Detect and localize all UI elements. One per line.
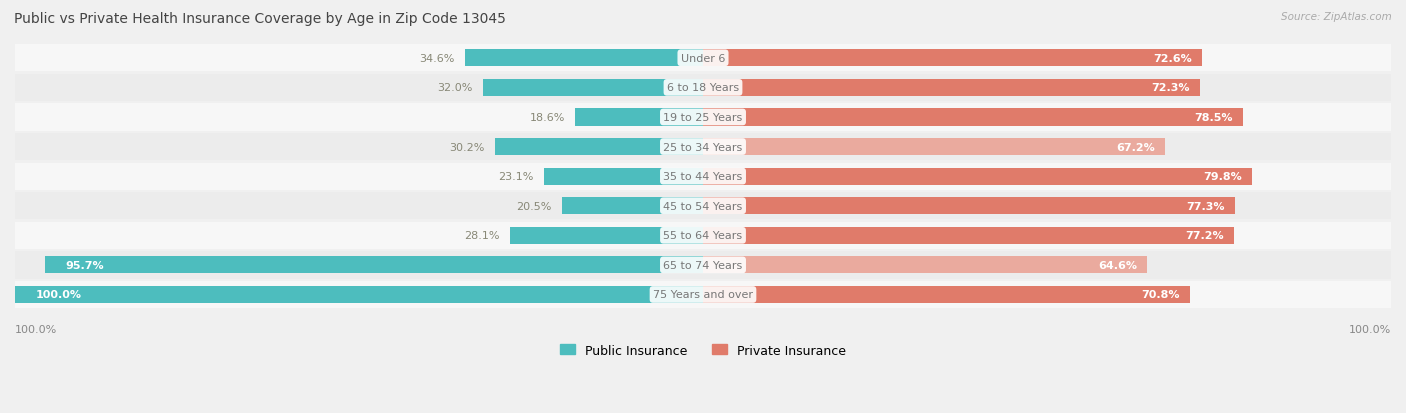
- Bar: [45, 257, 703, 274]
- Text: 70.8%: 70.8%: [1142, 290, 1180, 300]
- Text: Under 6: Under 6: [681, 54, 725, 64]
- Text: 100.0%: 100.0%: [15, 324, 58, 334]
- Bar: [703, 50, 1202, 67]
- Text: 72.3%: 72.3%: [1152, 83, 1189, 93]
- Bar: [703, 168, 1251, 185]
- Text: 35 to 44 Years: 35 to 44 Years: [664, 172, 742, 182]
- Bar: [703, 139, 1166, 156]
- Text: 78.5%: 78.5%: [1194, 113, 1233, 123]
- Bar: [703, 227, 1234, 244]
- Bar: [15, 222, 1391, 249]
- Bar: [15, 134, 1391, 161]
- Text: 19 to 25 Years: 19 to 25 Years: [664, 113, 742, 123]
- Text: 18.6%: 18.6%: [529, 113, 565, 123]
- Text: 65 to 74 Years: 65 to 74 Years: [664, 260, 742, 270]
- Bar: [15, 75, 1391, 102]
- Text: 45 to 54 Years: 45 to 54 Years: [664, 201, 742, 211]
- Bar: [544, 168, 703, 185]
- Text: 72.6%: 72.6%: [1153, 54, 1192, 64]
- Text: 95.7%: 95.7%: [65, 260, 104, 270]
- Bar: [509, 227, 703, 244]
- Text: 77.2%: 77.2%: [1185, 231, 1223, 241]
- Text: 32.0%: 32.0%: [437, 83, 472, 93]
- Text: 20.5%: 20.5%: [516, 201, 551, 211]
- Bar: [15, 45, 1391, 72]
- Bar: [703, 80, 1201, 97]
- Bar: [495, 139, 703, 156]
- Text: 34.6%: 34.6%: [419, 54, 454, 64]
- Legend: Public Insurance, Private Insurance: Public Insurance, Private Insurance: [555, 339, 851, 362]
- Bar: [703, 109, 1243, 126]
- Text: Source: ZipAtlas.com: Source: ZipAtlas.com: [1281, 12, 1392, 22]
- Text: 28.1%: 28.1%: [464, 231, 499, 241]
- Text: 75 Years and over: 75 Years and over: [652, 290, 754, 300]
- Bar: [703, 286, 1189, 303]
- Bar: [562, 198, 703, 215]
- Bar: [575, 109, 703, 126]
- Bar: [703, 198, 1234, 215]
- Text: 6 to 18 Years: 6 to 18 Years: [666, 83, 740, 93]
- Bar: [465, 50, 703, 67]
- Text: 30.2%: 30.2%: [450, 142, 485, 152]
- Bar: [15, 104, 1391, 131]
- Text: 67.2%: 67.2%: [1116, 142, 1154, 152]
- Bar: [15, 286, 703, 303]
- Text: 100.0%: 100.0%: [35, 290, 82, 300]
- Text: 25 to 34 Years: 25 to 34 Years: [664, 142, 742, 152]
- Text: 79.8%: 79.8%: [1204, 172, 1241, 182]
- Bar: [15, 252, 1391, 279]
- Text: 55 to 64 Years: 55 to 64 Years: [664, 231, 742, 241]
- Bar: [15, 192, 1391, 220]
- Text: 23.1%: 23.1%: [498, 172, 534, 182]
- Bar: [482, 80, 703, 97]
- Text: 100.0%: 100.0%: [1348, 324, 1391, 334]
- Bar: [15, 163, 1391, 190]
- Bar: [703, 257, 1147, 274]
- Text: 64.6%: 64.6%: [1098, 260, 1137, 270]
- Bar: [15, 281, 1391, 309]
- Text: 77.3%: 77.3%: [1187, 201, 1225, 211]
- Text: Public vs Private Health Insurance Coverage by Age in Zip Code 13045: Public vs Private Health Insurance Cover…: [14, 12, 506, 26]
